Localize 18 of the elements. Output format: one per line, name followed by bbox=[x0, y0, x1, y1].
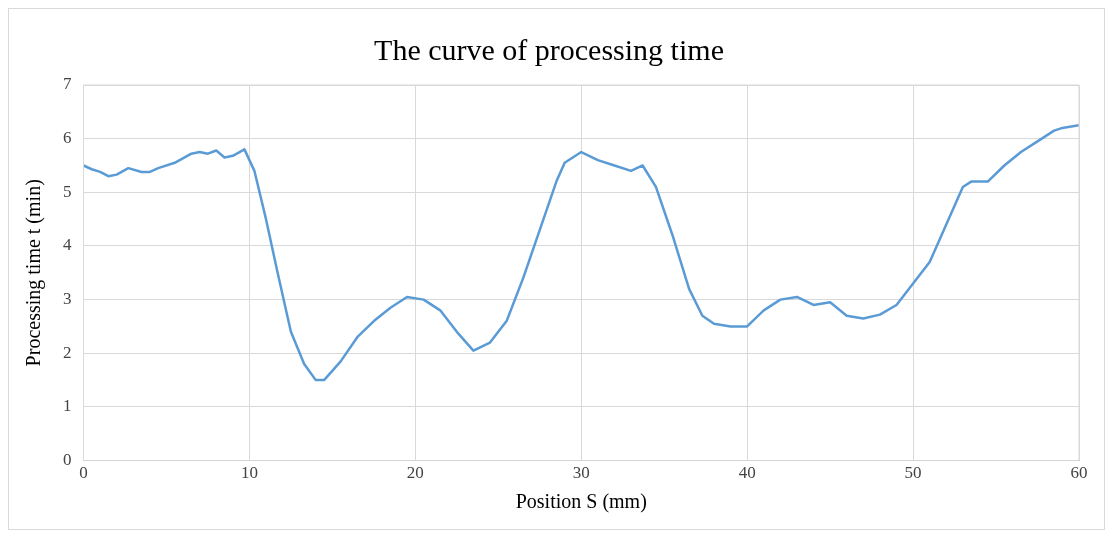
x-tick-label: 50 bbox=[904, 463, 922, 483]
y-tick-label: 3 bbox=[63, 289, 72, 309]
x-tick-label: 0 bbox=[79, 463, 88, 483]
y-axis-title: Processing time t (min) bbox=[22, 179, 46, 367]
y-tick-label: 6 bbox=[63, 128, 72, 148]
y-tick-label: 1 bbox=[63, 396, 72, 416]
x-tick-label: 20 bbox=[406, 463, 424, 483]
x-tick-label: 30 bbox=[572, 463, 590, 483]
y-tick-label: 7 bbox=[63, 74, 72, 94]
y-tick-label: 4 bbox=[63, 235, 72, 255]
x-tick-label: 40 bbox=[738, 463, 756, 483]
y-tick-label: 0 bbox=[63, 450, 72, 470]
x-axis-title: Position S (mm) bbox=[515, 490, 647, 514]
chart-title: The curve of processing time bbox=[374, 32, 724, 66]
x-tick-label: 60 bbox=[1070, 463, 1088, 483]
y-tick-label: 2 bbox=[63, 342, 72, 362]
x-tick-label: 10 bbox=[240, 463, 258, 483]
y-tick-label: 5 bbox=[63, 181, 72, 201]
